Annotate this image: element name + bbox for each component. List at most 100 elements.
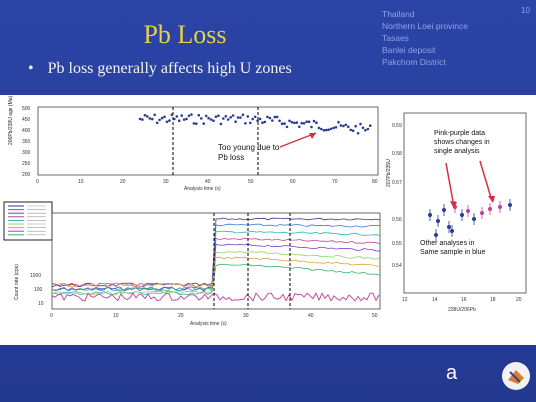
top-data-point [236, 116, 240, 119]
top-data-point [197, 113, 201, 117]
signal-line [51, 256, 381, 288]
right-data-point [434, 233, 438, 237]
signal-line [51, 217, 381, 288]
signal-line [51, 230, 381, 296]
top-data-point [231, 114, 235, 117]
top-data-point [251, 117, 254, 121]
top-data-point [273, 115, 277, 119]
top-data-point [185, 117, 188, 121]
top-x-tick: 80 [372, 179, 378, 185]
bottom-ylabel: Count rate (cps) [14, 264, 20, 300]
top-y-tick: 500 [22, 106, 31, 112]
top-data-point [173, 117, 176, 121]
location-line: Banlei deposit [382, 45, 436, 55]
top-data-point [219, 122, 223, 126]
top-data-point [158, 118, 161, 122]
location-line: Northern Loei province [382, 21, 468, 31]
top-data-point [327, 128, 330, 131]
right-arrow-head-2-icon [488, 196, 495, 203]
top-data-point [302, 122, 306, 125]
top-data-point [332, 126, 335, 130]
top-y-tick: 300 [22, 150, 31, 156]
top-data-point [239, 116, 242, 119]
top-ylabel: 206Pb/238U age (Ma) [8, 95, 14, 145]
location-line: Tasaes [382, 33, 409, 43]
top-data-point [285, 125, 289, 129]
top-annotation-line1: Too young due to [218, 143, 280, 152]
top-data-point [261, 121, 264, 124]
top-data-point [143, 113, 147, 117]
top-data-point [364, 128, 367, 132]
top-x-ticks: 0 10 20 30 40 50 60 70 80 [36, 179, 378, 185]
right-x-tick: 16 [461, 297, 467, 303]
top-data-point [275, 115, 279, 119]
right-annotation-blue: Other analyses in Same sample in blue [420, 240, 485, 256]
top-data-point [317, 126, 321, 130]
top-data-point [280, 122, 284, 125]
top-data-point [329, 127, 333, 131]
top-data-point [187, 114, 191, 118]
signal-line [51, 263, 381, 292]
right-data-point [508, 203, 512, 207]
top-data-point [146, 115, 149, 118]
top-data-point [351, 129, 355, 132]
top-data-point [138, 117, 142, 121]
top-plot: 206Pb/238U age (Ma) 500 450 400 350 300 … [8, 95, 379, 192]
bottom-x-tick: 40 [308, 313, 314, 319]
top-data-point [192, 122, 196, 125]
bottom-x-tick: 10 [113, 313, 119, 319]
right-y-tick: 0.58 [392, 151, 402, 157]
right-data-points [428, 199, 512, 241]
top-data-point [295, 121, 299, 124]
slide-title: Pb Loss [143, 20, 227, 49]
top-data-point [207, 116, 210, 120]
right-data-point [447, 225, 451, 229]
top-data-point [226, 118, 230, 121]
right-data-point [450, 229, 454, 233]
top-data-point [293, 121, 296, 125]
top-data-point [141, 118, 144, 121]
top-data-point [175, 115, 179, 118]
right-plot-frame [403, 112, 527, 294]
top-x-tick: 0 [36, 179, 39, 185]
right-xlabel: 238U/206Pb [448, 307, 476, 313]
top-data-point [234, 120, 237, 123]
right-data-point [480, 211, 484, 215]
right-data-point [436, 219, 440, 223]
top-data-point [148, 117, 152, 120]
right-y-tick: 0.56 [392, 217, 402, 223]
bottom-x-tick: 30 [243, 313, 249, 319]
top-data-point [288, 119, 291, 123]
location-list: Thailand Northern Loei province Tasaes B… [382, 8, 468, 68]
bullet-point: • Pb loss generally affects high U zones [28, 60, 292, 78]
top-data-point [155, 121, 159, 125]
top-plot-frame [37, 106, 379, 176]
top-data-point [224, 115, 228, 118]
top-y-ticks: 500 450 400 350 300 250 200 [22, 106, 31, 178]
location-line: Thailand [382, 9, 415, 19]
top-data-point [322, 129, 326, 132]
top-data-point [241, 113, 245, 117]
top-data-point [258, 117, 262, 121]
right-arrow-1 [445, 162, 455, 208]
right-y-ticks: 0.59 0.58 0.57 0.56 0.55 0.54 [392, 123, 402, 269]
bullet-text: Pb loss generally affects high U zones [47, 60, 292, 77]
top-data-point [305, 120, 308, 123]
right-plot: 207Pb/235U 0.59 0.58 0.57 0.56 0.55 0.54… [386, 112, 527, 313]
right-annotation-pink: Pink-purple data shows changes in single… [434, 130, 492, 155]
top-data-point [320, 127, 323, 131]
top-data-point [268, 116, 272, 120]
top-data-point [361, 126, 365, 130]
right-ylabel: 207Pb/235U [386, 159, 392, 187]
top-data-point [182, 118, 186, 121]
top-data-point [342, 124, 345, 128]
right-x-tick: 12 [402, 297, 408, 303]
top-arrow-head-icon [309, 133, 316, 139]
top-data-point [160, 116, 164, 120]
bottom-plot: Count rate (cps) 1000 100 10 0 10 20 30 … [14, 212, 381, 327]
top-data-point [278, 119, 281, 123]
signal-line-pink [51, 292, 380, 302]
right-x-tick: 20 [516, 297, 522, 303]
top-data-point [170, 113, 174, 117]
